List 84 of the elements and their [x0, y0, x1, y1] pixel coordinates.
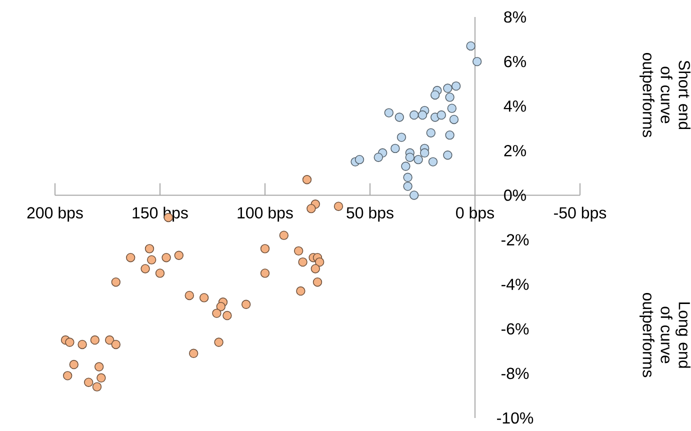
point — [384, 108, 394, 118]
point — [443, 150, 452, 160]
point — [216, 302, 226, 312]
point — [306, 204, 316, 214]
point — [426, 128, 436, 138]
point — [418, 110, 428, 120]
point — [174, 250, 184, 260]
point — [466, 41, 476, 51]
text: Short end of curve outperforms — [640, 52, 690, 138]
y-tick-label: 2% — [504, 145, 526, 156]
point — [241, 300, 251, 309]
point — [452, 81, 461, 91]
point — [111, 278, 120, 287]
point — [69, 360, 78, 370]
point — [310, 264, 320, 274]
y-tick-label: 0% — [504, 190, 526, 201]
point — [394, 112, 404, 122]
point — [374, 152, 383, 162]
point — [449, 114, 459, 124]
point — [447, 104, 456, 113]
point — [443, 84, 452, 93]
point — [354, 154, 364, 164]
point — [410, 190, 419, 200]
point — [90, 335, 100, 345]
x-tick-label: -50 bps — [554, 206, 606, 222]
point — [298, 257, 308, 267]
point — [314, 257, 324, 267]
point — [396, 132, 406, 142]
x-tick-label: 200 bps — [27, 206, 83, 222]
point — [279, 230, 288, 240]
point — [472, 56, 482, 66]
point — [428, 157, 438, 166]
y-tick-label: -8% — [501, 368, 529, 380]
point — [62, 371, 72, 380]
x-tick-label: 50 bps — [346, 206, 394, 222]
point — [65, 338, 74, 347]
point — [199, 293, 209, 302]
point — [414, 154, 423, 164]
point — [84, 378, 94, 387]
point — [184, 290, 194, 300]
y-tick-label: 4% — [504, 100, 526, 112]
y-tick-label: -4% — [501, 278, 529, 290]
point — [420, 148, 430, 158]
point — [104, 335, 114, 345]
point — [222, 310, 232, 320]
point — [390, 144, 400, 154]
point — [212, 308, 222, 318]
point — [430, 90, 440, 100]
y-tick-label: -6% — [501, 323, 529, 335]
point — [294, 246, 304, 256]
point — [260, 244, 270, 254]
point — [144, 244, 154, 254]
point — [140, 264, 150, 274]
y-tick-label: 8% — [504, 11, 526, 23]
point — [401, 162, 410, 171]
point — [445, 130, 454, 140]
point — [155, 268, 165, 278]
point — [96, 373, 106, 382]
point — [162, 253, 171, 262]
point — [94, 362, 104, 372]
point — [214, 338, 224, 347]
y-tick-label: -10% — [497, 412, 534, 424]
y-tick-label: -2% — [501, 234, 529, 246]
point — [260, 268, 270, 278]
point — [111, 340, 120, 350]
point — [405, 152, 414, 162]
point — [146, 255, 156, 264]
point — [126, 253, 136, 262]
x-tick-label: 0 bps — [456, 206, 494, 222]
x-tick-label: 100 bps — [238, 206, 293, 222]
point — [188, 348, 198, 358]
point — [92, 382, 102, 392]
point — [445, 92, 454, 102]
point — [410, 110, 419, 120]
point — [403, 172, 412, 182]
point — [296, 286, 306, 296]
point — [403, 182, 412, 191]
point — [78, 340, 87, 350]
text: Long end of curve outperforms — [640, 292, 690, 378]
point — [436, 110, 446, 120]
point — [312, 278, 322, 287]
y-tick-label: 6% — [504, 56, 526, 68]
point — [334, 202, 344, 211]
point — [302, 175, 312, 184]
